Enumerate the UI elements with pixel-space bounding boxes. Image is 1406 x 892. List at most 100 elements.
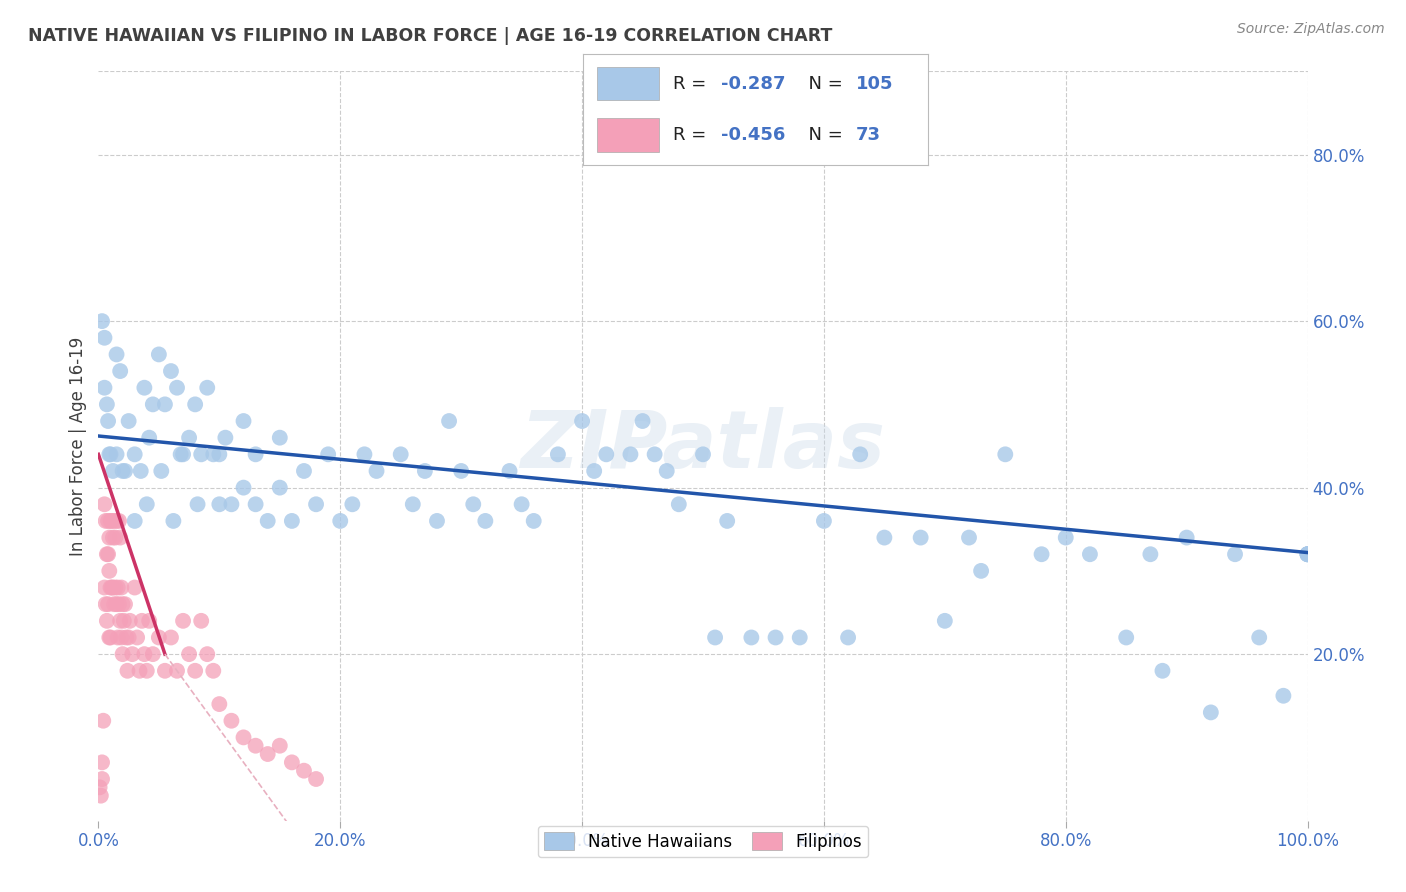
Point: [232, 731, 254, 745]
Point: [100, 581, 122, 595]
Point: [148, 631, 170, 645]
Point: [190, 447, 212, 461]
Point: [269, 431, 291, 445]
Text: ZIPatlas: ZIPatlas: [520, 407, 886, 485]
Point: [107, 581, 129, 595]
Point: [426, 514, 449, 528]
Point: [103, 514, 125, 528]
Point: [221, 497, 243, 511]
Point: [91, 314, 114, 328]
Point: [474, 514, 496, 528]
Point: [934, 614, 956, 628]
Point: [437, 414, 460, 428]
Point: [131, 614, 153, 628]
Point: [142, 397, 165, 411]
Point: [245, 739, 267, 753]
Point: [108, 514, 131, 528]
Point: [1115, 631, 1137, 645]
Point: [114, 464, 136, 478]
Text: R =: R =: [673, 75, 711, 93]
Point: [547, 447, 569, 461]
Point: [353, 447, 375, 461]
Point: [195, 381, 218, 395]
Point: [245, 497, 267, 511]
FancyBboxPatch shape: [598, 119, 659, 152]
Point: [957, 531, 980, 545]
Point: [101, 581, 124, 595]
Point: [98, 564, 121, 578]
Point: [103, 597, 125, 611]
Point: [1175, 531, 1198, 545]
Point: [166, 664, 188, 678]
Point: [110, 631, 132, 645]
Text: 73: 73: [856, 126, 880, 144]
Point: [111, 597, 134, 611]
Point: [208, 697, 231, 711]
Point: [389, 447, 412, 461]
Point: [184, 664, 207, 678]
Point: [89, 780, 111, 795]
Point: [245, 447, 267, 461]
Point: [184, 397, 207, 411]
Point: [450, 464, 472, 478]
Point: [107, 631, 129, 645]
Point: [583, 464, 606, 478]
Point: [740, 631, 762, 645]
Point: [108, 597, 131, 611]
Point: [148, 347, 170, 361]
Point: [127, 631, 149, 645]
Point: [96, 614, 118, 628]
Point: [105, 514, 128, 528]
Point: [101, 464, 124, 478]
Point: [111, 464, 134, 478]
Point: [402, 497, 425, 511]
Point: [269, 739, 291, 753]
Point: [108, 614, 131, 628]
Point: [305, 497, 328, 511]
Point: [631, 414, 654, 428]
Point: [153, 397, 176, 411]
Point: [1054, 531, 1077, 545]
Point: [100, 581, 122, 595]
Point: [97, 414, 120, 428]
Point: [98, 447, 121, 461]
Point: [510, 497, 533, 511]
Point: [692, 447, 714, 461]
Point: [105, 597, 128, 611]
Point: [179, 431, 201, 445]
Point: [498, 464, 520, 478]
Point: [166, 381, 188, 395]
Point: [100, 447, 122, 461]
Point: [97, 547, 120, 561]
Point: [117, 664, 139, 678]
Point: [135, 497, 157, 511]
Point: [1249, 631, 1271, 645]
Point: [463, 497, 485, 511]
Point: [1031, 547, 1053, 561]
Point: [256, 514, 278, 528]
Point: [96, 547, 118, 561]
Point: [214, 431, 236, 445]
Point: [269, 481, 291, 495]
Text: Source: ZipAtlas.com: Source: ZipAtlas.com: [1237, 22, 1385, 37]
Point: [100, 514, 122, 528]
Point: [1296, 547, 1319, 561]
Point: [98, 631, 121, 645]
Point: [281, 514, 304, 528]
Point: [232, 481, 254, 495]
Point: [1272, 689, 1295, 703]
Point: [108, 531, 131, 545]
Point: [129, 464, 152, 478]
Text: N =: N =: [797, 75, 849, 93]
Point: [704, 631, 727, 645]
Point: [644, 447, 666, 461]
Point: [1078, 547, 1101, 561]
Point: [1296, 547, 1319, 561]
FancyBboxPatch shape: [598, 67, 659, 101]
Point: [292, 464, 315, 478]
Point: [97, 514, 120, 528]
Text: -0.287: -0.287: [721, 75, 786, 93]
Point: [142, 647, 165, 661]
Point: [179, 647, 201, 661]
Point: [138, 614, 160, 628]
